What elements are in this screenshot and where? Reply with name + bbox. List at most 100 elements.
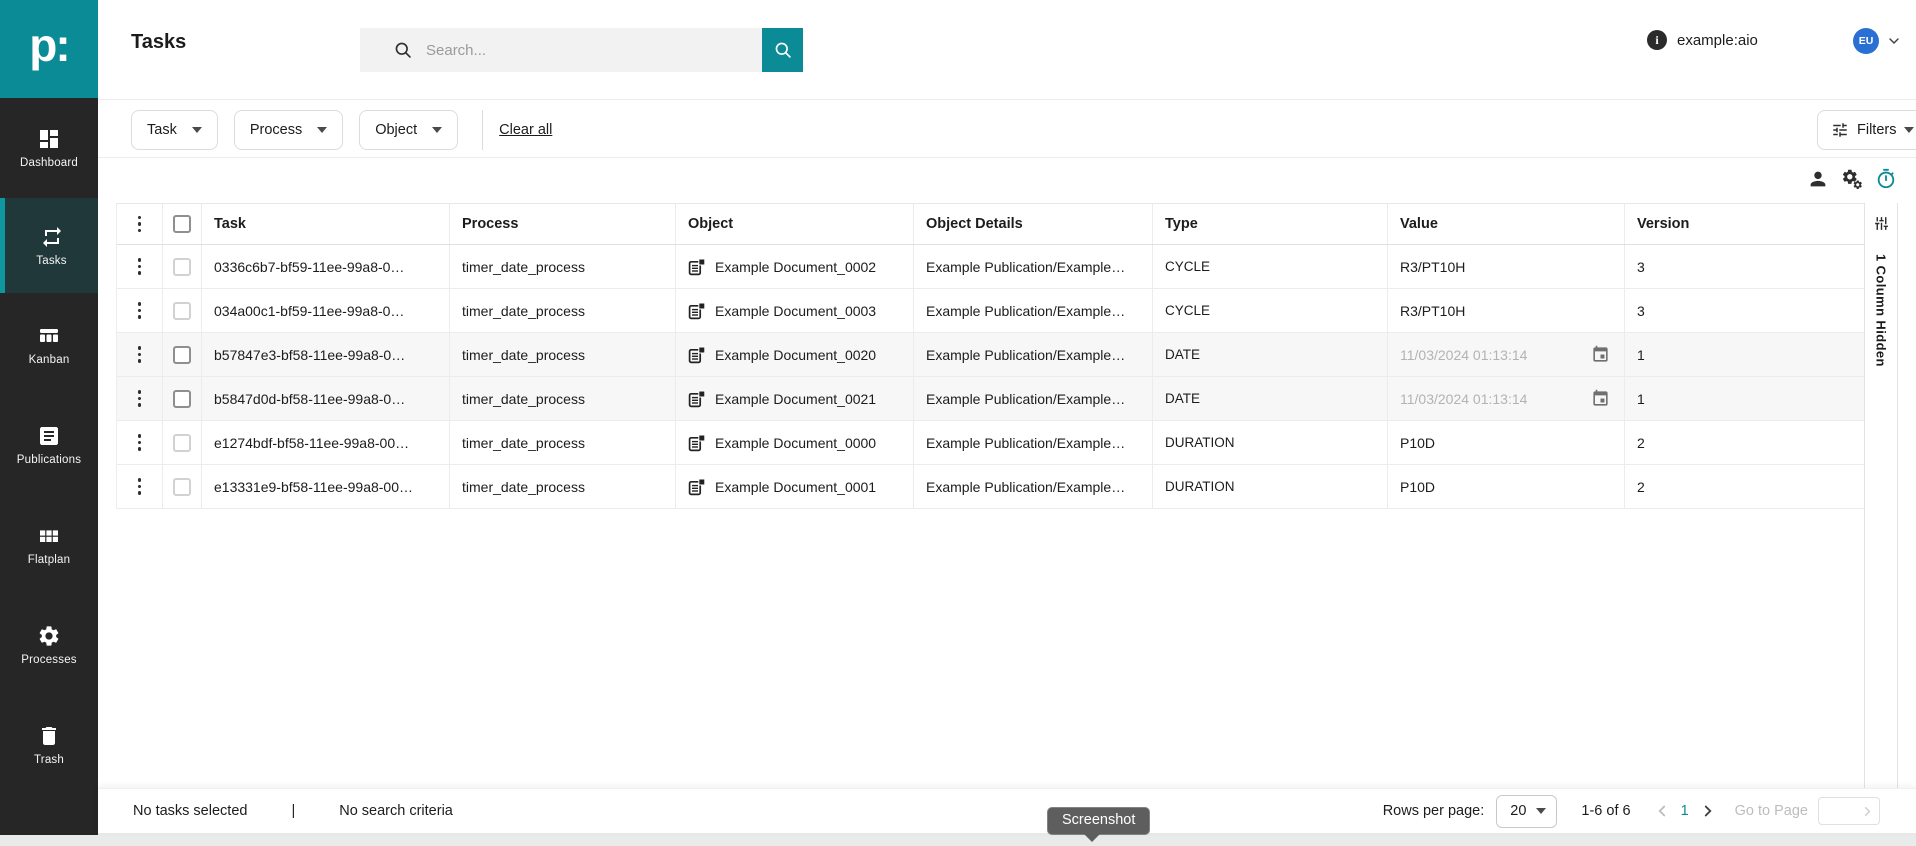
filter-dropdown-object[interactable]: Object [359,110,459,150]
row-kebab-menu[interactable] [134,342,146,367]
row-checkbox[interactable] [173,301,191,320]
calendar-icon[interactable] [1591,345,1610,364]
calendar-icon[interactable] [1591,389,1610,408]
table-row[interactable]: 034a00c1-bf59-11ee-99a8-0… timer_date_pr… [117,289,1865,333]
row-checkbox[interactable] [173,257,191,276]
date-value-placeholder[interactable]: 11/03/2024 01:13:14 [1400,346,1528,363]
filter-dropdown-label: Task [147,122,177,138]
search-input[interactable] [426,28,756,72]
process-cell: timer_date_process [450,245,676,288]
sidebar: p: Dashboard Tasks Kanban Publications F… [0,0,98,835]
process-cell: timer_date_process [450,377,676,420]
table-row[interactable]: e13331e9-bf58-11ee-99a8-00… timer_date_p… [117,465,1865,509]
select-all-checkbox[interactable] [173,215,191,233]
object-cell: Example Document_0002 [676,245,914,288]
object-name[interactable]: Example Document_0021 [715,390,877,407]
object-cell: Example Document_0020 [676,333,914,376]
document-copy-icon [688,478,706,495]
column-header-object[interactable]: Object [676,204,914,244]
column-header-object-details[interactable]: Object Details [914,204,1153,244]
sidebar-item-dashboard[interactable]: Dashboard [0,116,98,180]
footer-separator: | [291,803,296,819]
object-cell: Example Document_0021 [676,377,914,420]
hidden-columns-note: 1 Column Hidden [1873,254,1889,367]
bulk-settings-button[interactable] [1841,168,1863,190]
page-title: Tasks [131,31,187,53]
row-checkbox[interactable] [173,389,191,408]
timer-button[interactable] [1875,168,1897,190]
flatplan-icon [40,530,58,542]
column-header-process[interactable]: Process [450,204,676,244]
row-kebab-menu[interactable] [134,430,146,455]
column-header-version[interactable]: Version [1625,204,1865,244]
chevron-left-icon[interactable] [1653,802,1671,820]
search-submit-button[interactable] [762,28,803,72]
filter-dropdown-task[interactable]: Task [131,110,218,150]
kebab-menu-icon[interactable] [134,212,146,237]
date-value-placeholder[interactable]: 11/03/2024 01:13:14 [1400,390,1528,407]
object-name[interactable]: Example Document_0020 [715,346,877,363]
go-to-page-box [1818,797,1880,825]
hidden-column-strip: 1 Column Hidden [1864,203,1898,788]
column-settings-button[interactable] [1865,203,1897,244]
assignee-button[interactable] [1807,168,1829,190]
chevron-right-icon[interactable] [1860,804,1875,819]
search-bar [360,28,803,72]
current-page-number[interactable]: 1 [1680,803,1689,819]
object-details-cell: Example Publication/Example… [914,377,1153,420]
avatar[interactable]: EU [1853,28,1879,54]
sidebar-item-kanban[interactable]: Kanban [0,313,98,377]
object-name[interactable]: Example Document_0001 [715,478,877,495]
table-row[interactable]: 0336c6b7-bf59-11ee-99a8-0… timer_date_pr… [117,245,1865,289]
type-cell: DATE [1153,377,1388,420]
sidebar-item-label: Processes [21,654,77,666]
header-divider [98,99,1916,100]
version-cell: 1 [1625,377,1865,420]
row-kebab-menu[interactable] [134,298,146,323]
row-checkbox[interactable] [173,345,191,364]
version-cell: 1 [1625,333,1865,376]
row-kebab-menu[interactable] [134,386,146,411]
table-row[interactable]: b57847e3-bf58-11ee-99a8-0… timer_date_pr… [117,333,1865,377]
type-cell: CYCLE [1153,289,1388,332]
filters-button[interactable]: Filters [1817,110,1916,150]
app-logo[interactable]: p: [0,0,98,98]
column-header-type[interactable]: Type [1153,204,1388,244]
sidebar-item-trash[interactable]: Trash [0,713,98,777]
rows-per-page-select[interactable]: 20 [1496,794,1558,828]
object-name[interactable]: Example Document_0003 [715,302,877,319]
column-header-task[interactable]: Task [202,204,450,244]
sidebar-item-processes[interactable]: Processes [0,613,98,677]
column-header-value[interactable]: Value [1388,204,1625,244]
filter-dropdown-process[interactable]: Process [233,110,344,150]
table-row[interactable]: b5847d0d-bf58-11ee-99a8-0… timer_date_pr… [117,377,1865,421]
tasks-icon [42,226,61,247]
object-details-cell: Example Publication/Example… [914,465,1153,508]
version-cell: 3 [1625,289,1865,332]
row-checkbox[interactable] [173,477,191,496]
task-id-cell: e13331e9-bf58-11ee-99a8-00… [202,465,450,508]
logo-text: p: [29,19,70,71]
account-menu[interactable]: EU [1853,28,1902,54]
row-kebab-menu[interactable] [134,474,146,499]
object-name[interactable]: Example Document_0002 [715,258,877,275]
search-input-box [360,28,762,72]
table-row[interactable]: e1274bdf-bf58-11ee-99a8-00… timer_date_p… [117,421,1865,465]
info-icon[interactable]: i [1647,30,1667,50]
row-kebab-menu[interactable] [134,254,146,279]
object-details-cell: Example Publication/Example… [914,333,1153,376]
document-copy-icon [688,390,706,407]
clear-all-link[interactable]: Clear all [499,122,553,138]
rows-per-page-value: 20 [1510,803,1527,819]
value-cell: R3/PT10H [1388,245,1625,288]
sidebar-item-flatplan[interactable]: Flatplan [0,513,98,577]
chevron-right-icon[interactable] [1699,802,1717,820]
object-name[interactable]: Example Document_0000 [715,434,877,451]
sidebar-item-publications[interactable]: Publications [0,413,98,477]
task-id-cell: b57847e3-bf58-11ee-99a8-0… [202,333,450,376]
sidebar-item-tasks[interactable]: Tasks [0,198,98,293]
row-checkbox[interactable] [173,433,191,452]
tooltip-label: Screenshot [1062,812,1136,828]
go-to-page-input[interactable] [1819,798,1857,824]
filter-divider [98,157,1916,158]
